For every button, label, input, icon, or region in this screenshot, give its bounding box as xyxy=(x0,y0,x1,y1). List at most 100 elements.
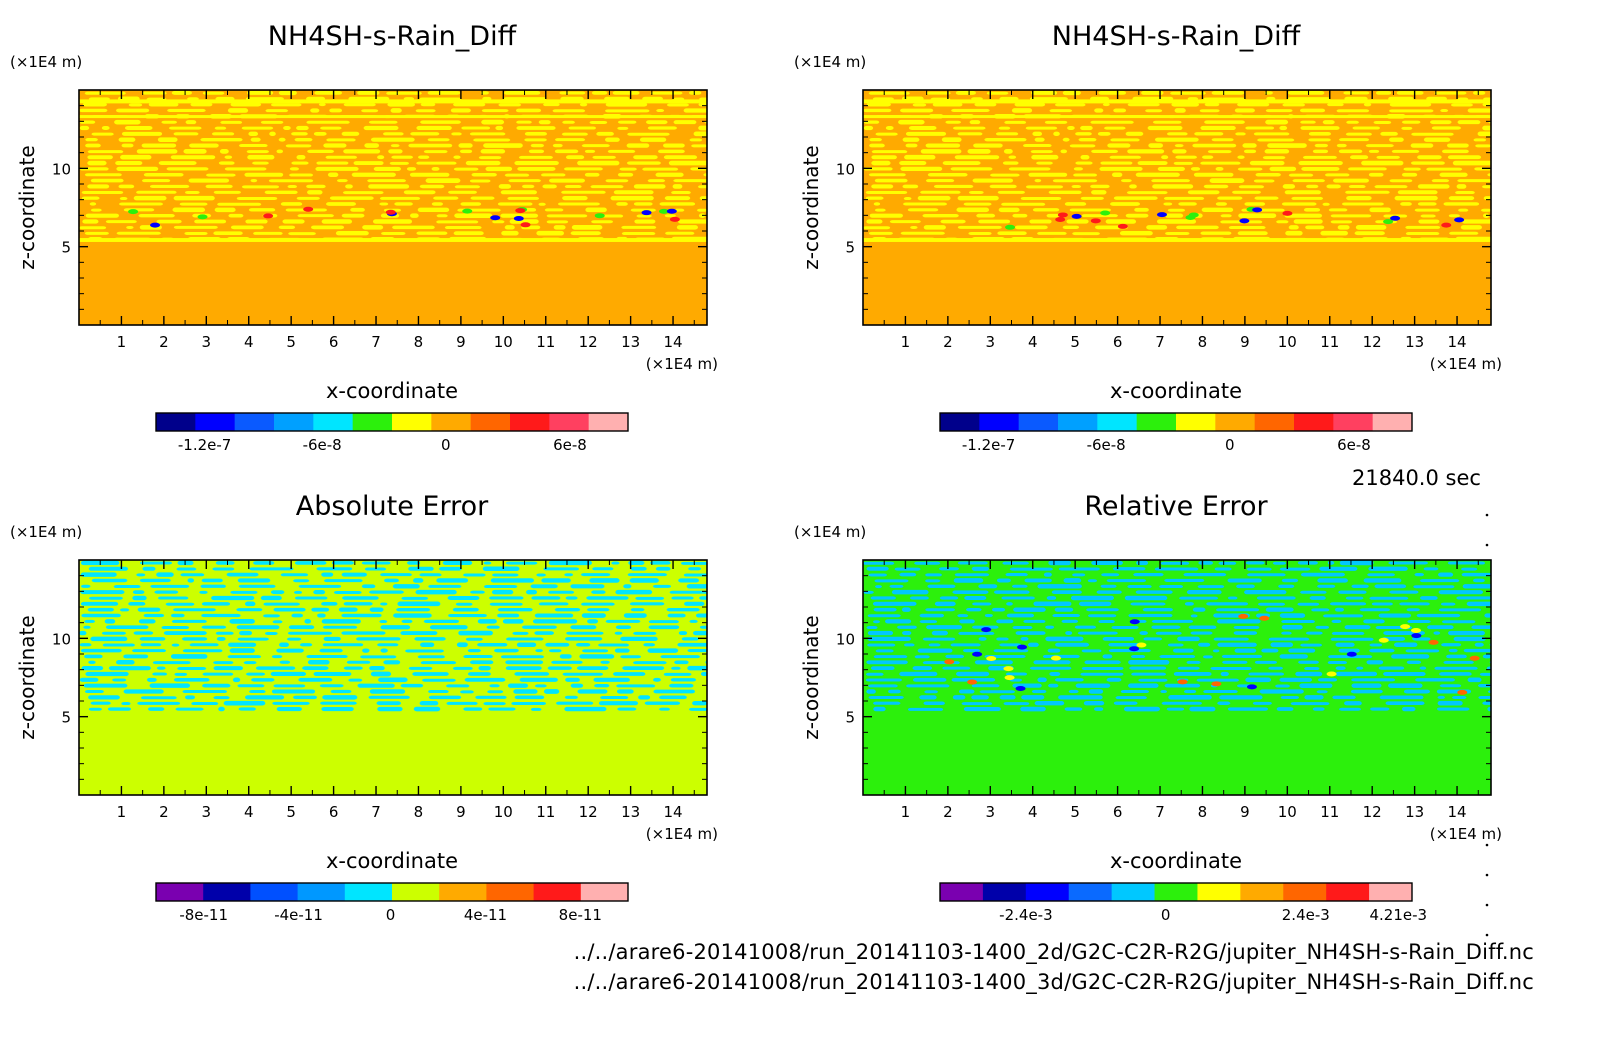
x-tick-label: 10 xyxy=(1278,333,1297,351)
colorbar-swatch xyxy=(533,883,582,901)
colorbar-swatch xyxy=(1197,883,1241,901)
heatmap-spot xyxy=(197,214,208,220)
y-unit-label: (×1E4 m) xyxy=(794,523,866,541)
x-unit-label: (×1E4 m) xyxy=(1430,825,1502,843)
heatmap-spot xyxy=(594,213,605,219)
chart-title: NH4SH-s-Rain_Diff xyxy=(268,21,518,52)
colorbar-label: -8e-11 xyxy=(179,906,228,924)
colorbar-swatch xyxy=(1283,883,1327,901)
heatmap-spot xyxy=(263,213,274,219)
colorbar-swatch xyxy=(940,883,984,901)
x-tick-label: 4 xyxy=(244,333,254,351)
x-tick-label: 14 xyxy=(664,803,683,821)
heatmap-spot xyxy=(1411,628,1422,634)
colorbar-label: 0 xyxy=(386,906,396,924)
heatmap-spot xyxy=(1055,216,1066,222)
colorbar-swatch xyxy=(392,413,432,431)
file-path-2d: ../../arare6-20141008/run_20141103-1400_… xyxy=(573,940,1534,964)
colorbar-swatch xyxy=(1154,883,1198,901)
heatmap-top-stripe xyxy=(863,115,1491,119)
heatmap-spot xyxy=(520,222,531,228)
heatmap-spot xyxy=(1050,655,1061,661)
x-tick-label: 7 xyxy=(371,333,381,351)
x-tick-label: 5 xyxy=(286,333,296,351)
heatmap-spot xyxy=(658,208,669,214)
heatmap-spot xyxy=(513,216,524,222)
heatmap-field xyxy=(863,90,1491,325)
x-tick-label: 7 xyxy=(371,803,381,821)
heatmap-spot xyxy=(1239,218,1250,224)
x-tick-label: 9 xyxy=(1240,333,1250,351)
y-tick-label: 10 xyxy=(836,160,855,178)
y-axis-label: z-coordinate xyxy=(15,145,39,269)
heatmap-spot xyxy=(669,216,680,222)
heatmap-spot xyxy=(1136,642,1147,648)
x-axis-label: x-coordinate xyxy=(1110,849,1242,873)
colorbar-swatch xyxy=(510,413,550,431)
colorbar: -2.4e-3 0 2.4e-3 4.21e-3 xyxy=(939,882,1427,924)
x-tick-label: 7 xyxy=(1155,333,1165,351)
margin-dot xyxy=(1485,513,1489,517)
margin-dot xyxy=(1485,873,1489,877)
x-tick-label: 1 xyxy=(117,333,127,351)
heatmap-spot xyxy=(1469,655,1480,661)
colorbar-swatch xyxy=(470,413,511,431)
x-tick-label: 8 xyxy=(1198,803,1208,821)
x-tick-label: 3 xyxy=(986,803,996,821)
colorbar-swatch xyxy=(982,883,1027,901)
colorbar-swatch xyxy=(1068,883,1113,901)
y-axis: 5 10 z-coordinate xyxy=(799,575,1491,780)
heatmap-spot xyxy=(490,215,501,221)
heatmap-spot xyxy=(1411,633,1422,639)
heatmap-spot xyxy=(1390,215,1401,221)
heatmap-spot xyxy=(666,208,677,214)
heatmap-spot xyxy=(385,209,396,215)
x-tick-label: 14 xyxy=(1448,333,1467,351)
x-tick-label: 2 xyxy=(159,333,169,351)
heatmap-spot xyxy=(1383,219,1394,225)
colorbar-swatch xyxy=(1369,883,1413,901)
x-tick-label: 4 xyxy=(244,803,254,821)
y-axis-label: z-coordinate xyxy=(799,145,823,269)
heatmap-spot xyxy=(1090,218,1101,224)
colorbar-swatch xyxy=(1294,413,1334,431)
colorbar-swatch xyxy=(940,413,980,431)
heatmap-spot xyxy=(150,222,161,228)
x-tick-label: 4 xyxy=(1028,803,1038,821)
x-tick-label: 1 xyxy=(901,803,911,821)
x-tick-label: 1 xyxy=(901,333,911,351)
x-tick-label: 13 xyxy=(1405,333,1424,351)
x-tick-label: 10 xyxy=(494,803,513,821)
colorbar-swatch xyxy=(344,883,393,901)
colorbar-swatch xyxy=(156,883,204,901)
x-tick-label: 12 xyxy=(579,333,598,351)
heatmap-spot xyxy=(1259,615,1270,621)
heatmap-spot xyxy=(1017,644,1028,650)
x-unit-label: (×1E4 m) xyxy=(646,825,718,843)
plot-frame xyxy=(78,89,708,326)
colorbar-swatch xyxy=(352,413,393,431)
x-tick-label: 13 xyxy=(1405,803,1424,821)
x-tick-label: 9 xyxy=(456,803,466,821)
x-tick-label: 13 xyxy=(621,333,640,351)
heatmap-spot xyxy=(1004,675,1015,681)
heatmap-spot xyxy=(944,659,955,665)
colorbar-swatch xyxy=(979,413,1020,431)
heatmap-spot xyxy=(1441,222,1452,228)
chart-panel-3: Absolute Error(×1E4 m)1 2 3 4 5 6 7 8 9 10 11 12 13 1… xyxy=(10,491,718,924)
chart-panel-2: NH4SH-s-Rain_Diff(×1E4 m)1 2 3 4 5 6 7 8 9 10 11 12… xyxy=(794,21,1502,454)
heatmap-background xyxy=(79,90,707,325)
heatmap-spot xyxy=(1238,613,1249,619)
heatmap-spot xyxy=(1129,619,1140,625)
x-tick-label: 14 xyxy=(1448,803,1467,821)
heatmap-top-stripe xyxy=(79,115,707,119)
x-tick-label: 3 xyxy=(202,333,212,351)
heatmap-pattern xyxy=(79,560,707,712)
colorbar-label: 6e-8 xyxy=(1337,436,1371,454)
colorbar-swatch xyxy=(195,413,236,431)
x-tick-label: 3 xyxy=(986,333,996,351)
colorbar-swatch xyxy=(1326,883,1370,901)
colorbar-frame xyxy=(939,412,1413,432)
heatmap-spot xyxy=(1156,212,1167,218)
